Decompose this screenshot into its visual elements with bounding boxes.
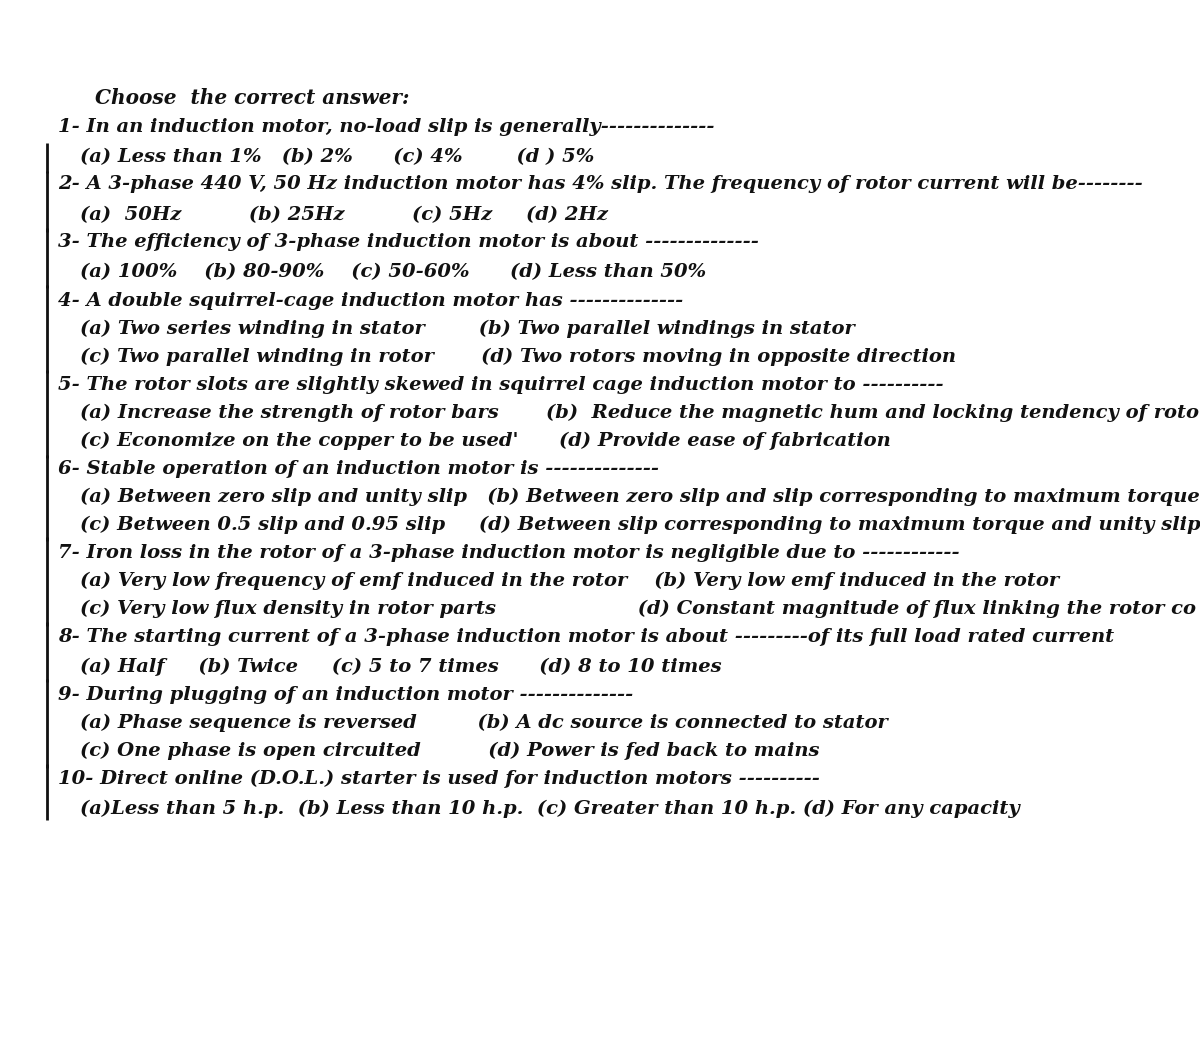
Text: (a)Less than 5 h.p.  (b) Less than 10 h.p.  (c) Greater than 10 h.p. (d) For any: (a)Less than 5 h.p. (b) Less than 10 h.p… — [80, 800, 1020, 818]
Text: 5- The rotor slots are slightly skewed in squirrel cage induction motor to -----: 5- The rotor slots are slightly skewed i… — [58, 376, 943, 394]
Text: (a) 100%    (b) 80-90%    (c) 50-60%      (d) Less than 50%: (a) 100% (b) 80-90% (c) 50-60% (d) Less … — [80, 263, 706, 281]
Text: (c) Two parallel winding in rotor       (d) Two rotors moving in opposite direct: (c) Two parallel winding in rotor (d) Tw… — [80, 348, 956, 366]
Text: (a)  50Hz          (b) 25Hz          (c) 5Hz     (d) 2Hz: (a) 50Hz (b) 25Hz (c) 5Hz (d) 2Hz — [80, 206, 608, 224]
Text: (a) Half     (b) Twice     (c) 5 to 7 times      (d) 8 to 10 times: (a) Half (b) Twice (c) 5 to 7 times (d) … — [80, 658, 721, 676]
Text: 10- Direct online (D.O.L.) starter is used for induction motors ----------: 10- Direct online (D.O.L.) starter is us… — [58, 770, 820, 788]
Text: 9- During plugging of an induction motor --------------: 9- During plugging of an induction motor… — [58, 686, 634, 704]
Text: (a) Very low frequency of emf induced in the rotor    (b) Very low emf induced i: (a) Very low frequency of emf induced in… — [80, 572, 1060, 591]
Text: (a) Less than 1%   (b) 2%      (c) 4%        (d ) 5%: (a) Less than 1% (b) 2% (c) 4% (d ) 5% — [80, 148, 594, 166]
Text: (a) Two series winding in stator        (b) Two parallel windings in stator: (a) Two series winding in stator (b) Two… — [80, 320, 854, 338]
Text: (a) Phase sequence is reversed         (b) A dc source is connected to stator: (a) Phase sequence is reversed (b) A dc … — [80, 714, 888, 732]
Text: Choose  the correct answer:: Choose the correct answer: — [95, 88, 409, 108]
Text: (c) Economize on the copper to be used'      (d) Provide ease of fabrication: (c) Economize on the copper to be used' … — [80, 432, 890, 450]
Text: 1- In an induction motor, no-load slip is generally--------------: 1- In an induction motor, no-load slip i… — [58, 118, 714, 136]
Text: 7- Iron loss in the rotor of a 3-phase induction motor is negligible due to ----: 7- Iron loss in the rotor of a 3-phase i… — [58, 544, 960, 562]
Text: (a) Increase the strength of rotor bars       (b)  Reduce the magnetic hum and l: (a) Increase the strength of rotor bars … — [80, 404, 1200, 422]
Text: 3- The efficiency of 3-phase induction motor is about --------------: 3- The efficiency of 3-phase induction m… — [58, 233, 758, 251]
Text: (c) Very low flux density in rotor parts                     (d) Constant magnit: (c) Very low flux density in rotor parts… — [80, 600, 1196, 618]
Text: 2- A 3-phase 440 V, 50 Hz induction motor has 4% slip. The frequency of rotor cu: 2- A 3-phase 440 V, 50 Hz induction moto… — [58, 175, 1142, 193]
Text: 4- A double squirrel-cage induction motor has --------------: 4- A double squirrel-cage induction moto… — [58, 292, 683, 310]
Text: 8- The starting current of a 3-phase induction motor is about ---------of its fu: 8- The starting current of a 3-phase ind… — [58, 628, 1114, 646]
Text: (c) One phase is open circuited          (d) Power is fed back to mains: (c) One phase is open circuited (d) Powe… — [80, 742, 820, 760]
Text: 6- Stable operation of an induction motor is --------------: 6- Stable operation of an induction moto… — [58, 460, 659, 478]
Text: (a) Between zero slip and unity slip   (b) Between zero slip and slip correspond: (a) Between zero slip and unity slip (b)… — [80, 488, 1200, 506]
Text: (c) Between 0.5 slip and 0.95 slip     (d) Between slip corresponding to maximum: (c) Between 0.5 slip and 0.95 slip (d) B… — [80, 516, 1200, 535]
